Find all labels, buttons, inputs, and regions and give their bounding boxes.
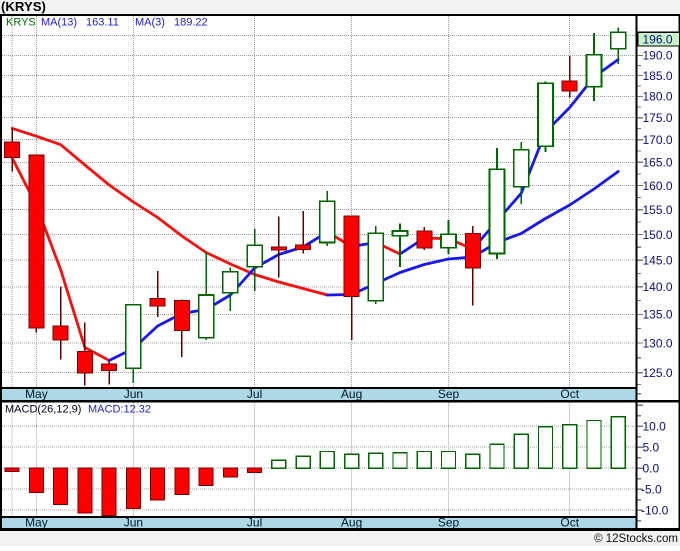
svg-text:196.0: 196.0 bbox=[643, 32, 673, 46]
svg-text:May: May bbox=[25, 387, 48, 401]
svg-text:(KRYS): (KRYS) bbox=[1, 0, 46, 14]
svg-text:175.0: 175.0 bbox=[643, 111, 673, 125]
svg-text:MACD:12.32: MACD:12.32 bbox=[88, 404, 151, 416]
svg-text:Jul: Jul bbox=[247, 516, 262, 530]
svg-text:189.22: 189.22 bbox=[174, 17, 208, 29]
svg-text:Sep: Sep bbox=[438, 387, 460, 401]
svg-text:-10.0: -10.0 bbox=[641, 504, 669, 518]
svg-text:Oct: Oct bbox=[560, 516, 579, 530]
svg-text:Aug: Aug bbox=[341, 516, 362, 530]
svg-text:160.0: 160.0 bbox=[643, 179, 673, 193]
svg-text:185.0: 185.0 bbox=[643, 69, 673, 83]
svg-text:-5.0: -5.0 bbox=[641, 483, 662, 497]
svg-text:163.11: 163.11 bbox=[86, 17, 119, 29]
svg-text:165.0: 165.0 bbox=[643, 156, 673, 170]
svg-text:© 12Stocks.com: © 12Stocks.com bbox=[594, 533, 678, 545]
svg-text:MACD(26,12,9): MACD(26,12,9) bbox=[5, 404, 81, 416]
svg-text:0.0: 0.0 bbox=[643, 462, 660, 476]
svg-text:Jun: Jun bbox=[124, 516, 143, 530]
svg-text:145.0: 145.0 bbox=[643, 254, 673, 268]
svg-text:130.0: 130.0 bbox=[643, 336, 673, 350]
svg-text:KRYS: KRYS bbox=[6, 17, 36, 29]
svg-text:Jun: Jun bbox=[124, 387, 143, 401]
svg-text:180.0: 180.0 bbox=[643, 90, 673, 104]
svg-text:155.0: 155.0 bbox=[643, 203, 673, 217]
svg-text:May: May bbox=[25, 516, 48, 530]
svg-text:MA(13): MA(13) bbox=[41, 17, 77, 29]
svg-text:135.0: 135.0 bbox=[643, 308, 673, 322]
svg-text:170.0: 170.0 bbox=[643, 133, 673, 147]
svg-text:125.0: 125.0 bbox=[643, 366, 673, 380]
svg-text:MA(3): MA(3) bbox=[135, 17, 165, 29]
svg-text:Sep: Sep bbox=[438, 516, 460, 530]
svg-text:Aug: Aug bbox=[341, 387, 362, 401]
svg-text:Jul: Jul bbox=[247, 387, 262, 401]
svg-text:Oct: Oct bbox=[560, 387, 579, 401]
svg-text:5.0: 5.0 bbox=[643, 441, 660, 455]
svg-text:140.0: 140.0 bbox=[643, 280, 673, 294]
svg-text:190.0: 190.0 bbox=[643, 49, 673, 63]
svg-text:150.0: 150.0 bbox=[643, 228, 673, 242]
svg-text:10.0: 10.0 bbox=[643, 420, 667, 434]
